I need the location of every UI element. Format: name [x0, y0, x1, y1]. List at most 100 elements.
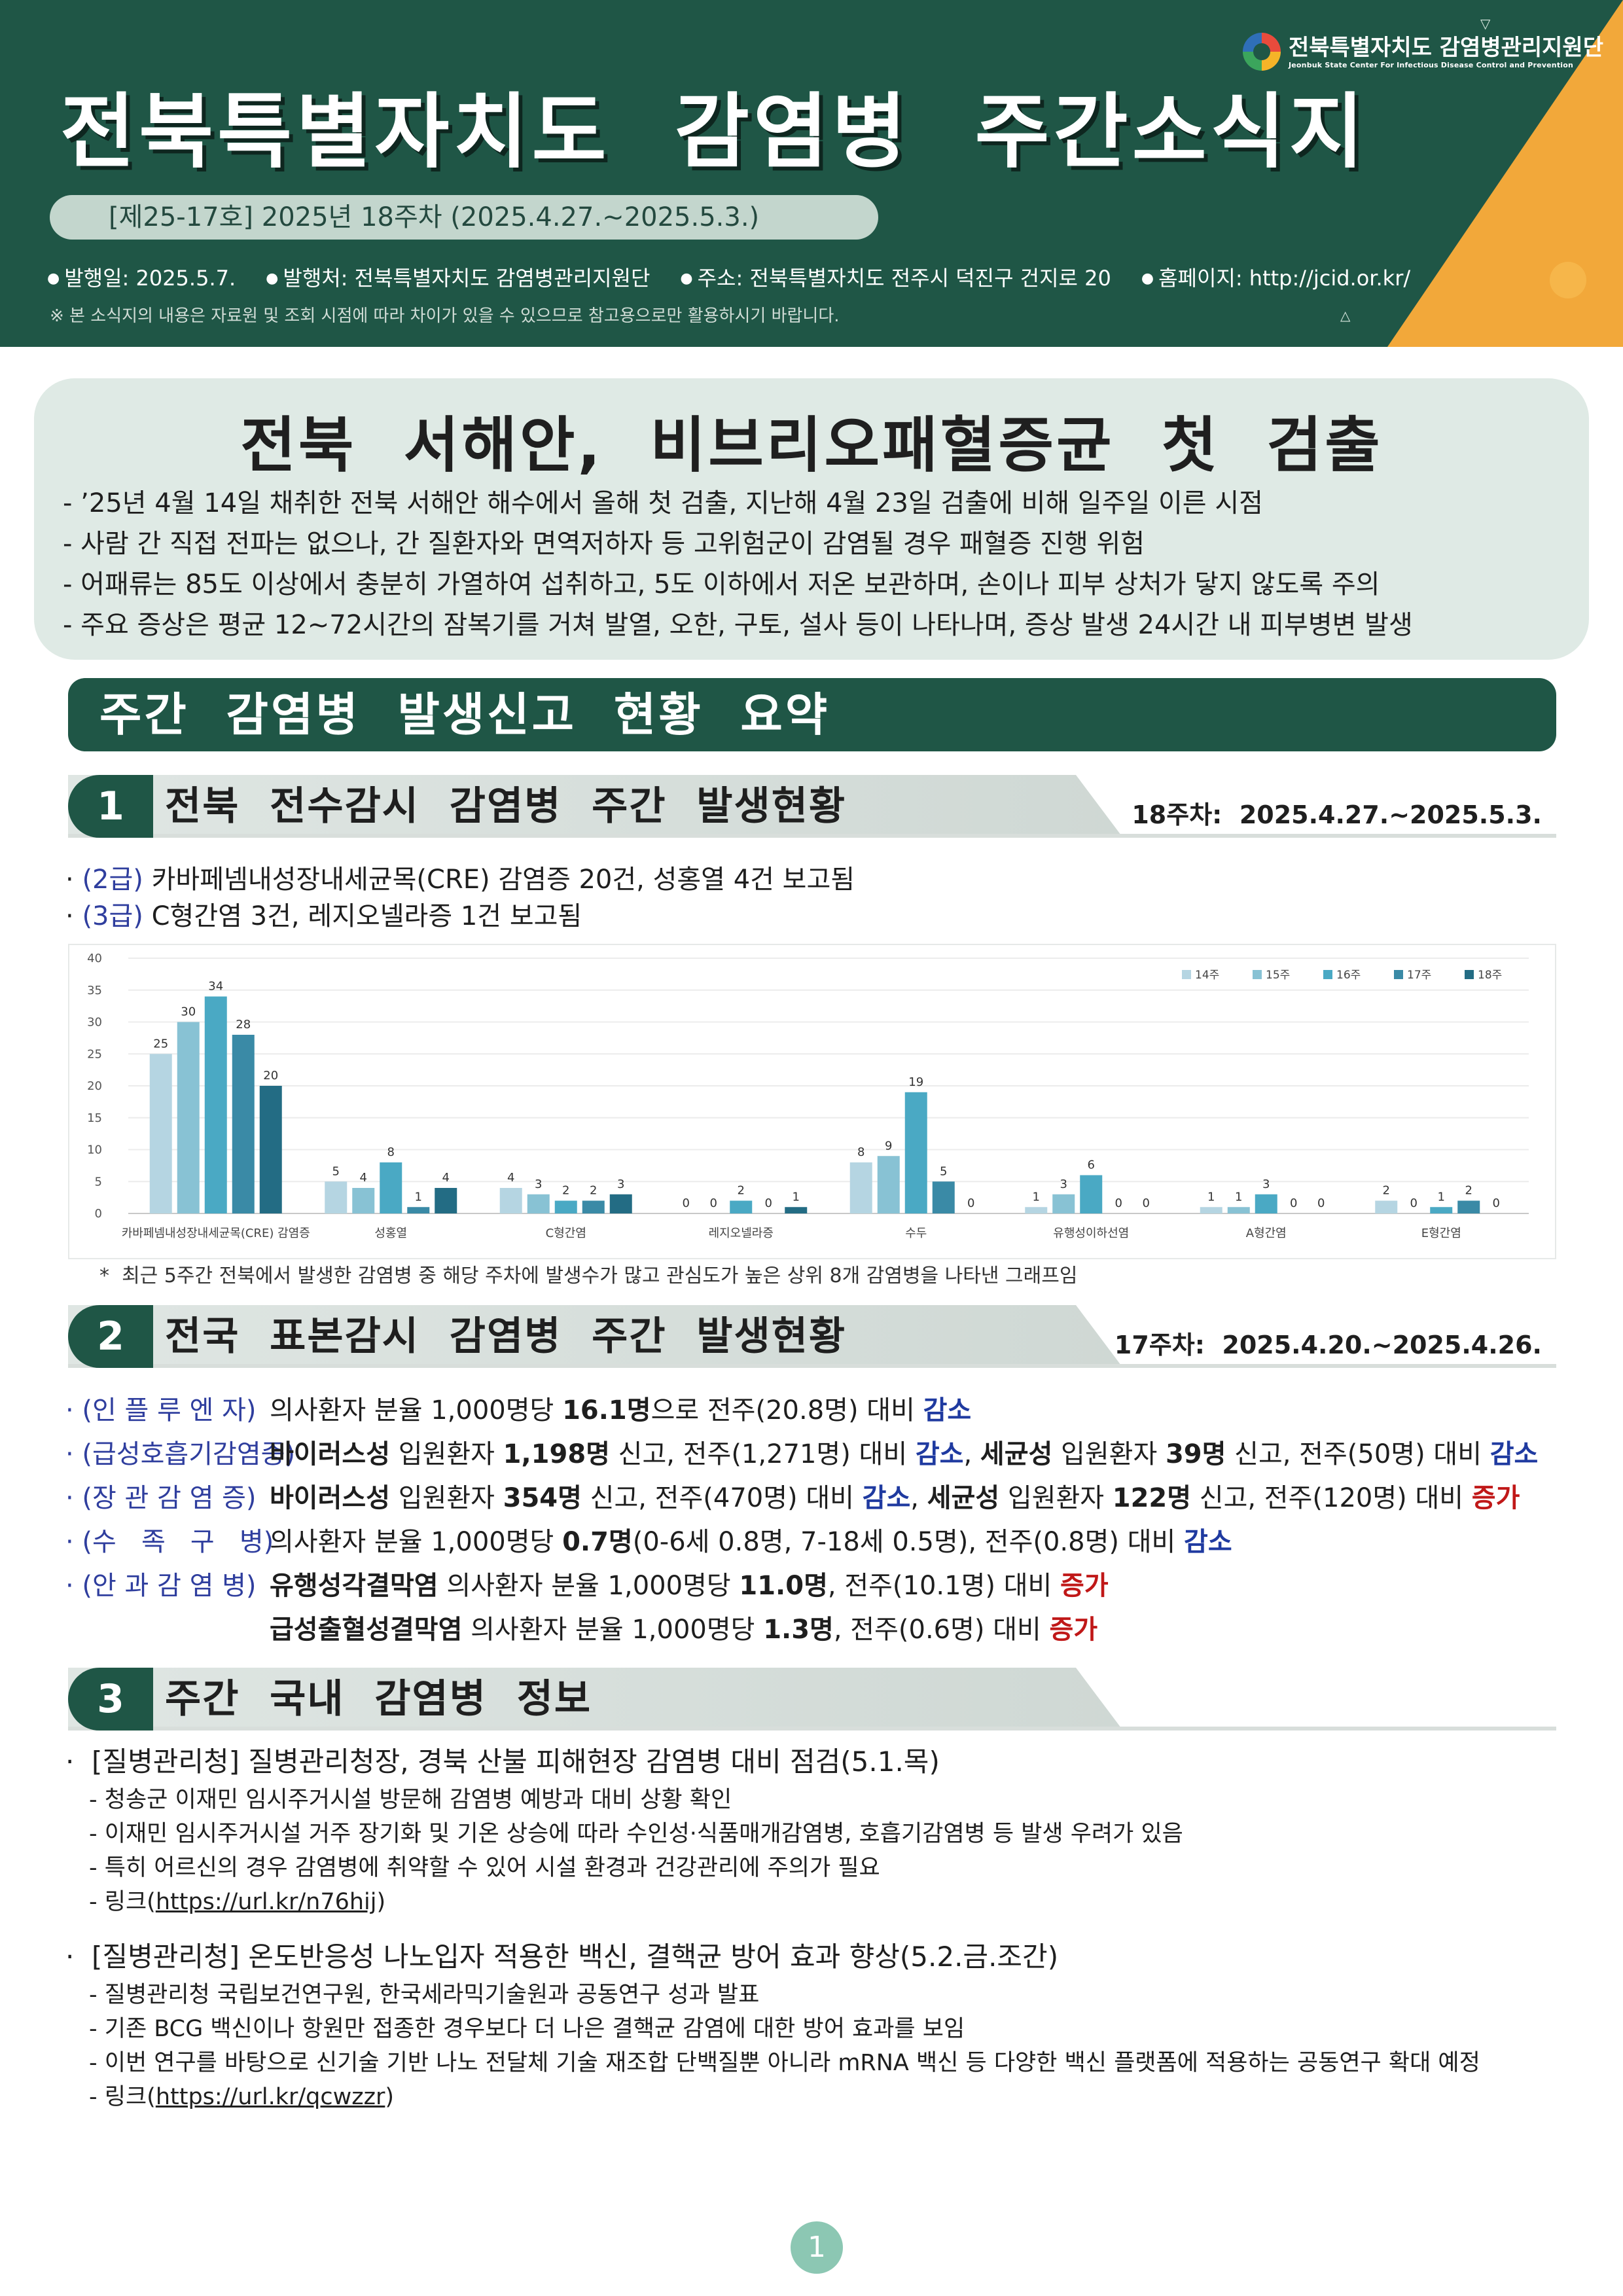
text-segment: 신고, 전주(50명) 대비	[1226, 1439, 1490, 1469]
text-segment: 세균성	[980, 1439, 1053, 1469]
bar	[932, 1181, 955, 1213]
news-detail: - 질병관리청 국립보건연구원, 한국세라믹기술원과 공동연구 성과 발표	[89, 1982, 760, 2008]
news-title: · [질병관리청] 질병관리청장, 경북 산불 피해현장 감염병 대비 점검(5…	[65, 1746, 940, 1778]
legend-swatch	[1182, 970, 1191, 979]
data-label: 6	[1088, 1158, 1095, 1172]
data-label: 1	[415, 1190, 422, 1204]
data-label: 2	[1465, 1184, 1472, 1198]
text-segment: (0-6세 0.8명, 7-18세 0.5명), 전주(0.8명) 대비	[632, 1527, 1185, 1557]
data-label: 8	[387, 1145, 395, 1159]
surveillance-text: 바이러스성 입원환자 354명 신고, 전주(470명) 대비 감소, 세균성 …	[270, 1477, 1520, 1520]
section-week-range: 17주차: 2025.4.20.~2025.4.26.	[1114, 1331, 1542, 1359]
y-tick-label: 10	[87, 1143, 102, 1157]
y-tick-label: 20	[87, 1079, 102, 1093]
y-tick-label: 5	[95, 1175, 102, 1189]
summary-section-banner: 주간 감염병 발생신고 현황 요약	[68, 678, 1556, 751]
bar	[609, 1194, 632, 1213]
logo-icon	[1242, 33, 1281, 71]
data-label: 0	[967, 1196, 974, 1210]
x-category-label: 수두	[905, 1227, 927, 1240]
bar	[380, 1162, 402, 1213]
data-label: 0	[710, 1196, 717, 1210]
bar	[785, 1207, 808, 1213]
bar	[232, 1035, 255, 1213]
surveillance-text: 의사환자 분율 1,000명당 16.1명으로 전주(20.8명) 대비 감소	[270, 1389, 971, 1433]
data-label: 9	[885, 1139, 892, 1153]
data-label: 3	[535, 1177, 542, 1191]
y-tick-label: 30	[87, 1016, 102, 1030]
bar	[149, 1054, 172, 1213]
data-label: 25	[153, 1037, 168, 1050]
disclaimer-notice: ※ 본 소식지의 내용은 자료원 및 조회 시점에 따라 차이가 있을 수 있으…	[50, 306, 840, 326]
triangle-decoration: ▽	[1480, 16, 1491, 31]
x-category-label: 카바페넴내성장내세균목(CRE) 감염증	[122, 1227, 310, 1240]
bar	[877, 1156, 900, 1213]
section-title: 주간 국내 감염병 정보	[165, 1676, 592, 1722]
legend-swatch	[1323, 970, 1332, 979]
news-detail: - 특히 어르신의 경우 감염병에 취약할 수 있어 시설 환경과 건강관리에 …	[89, 1855, 880, 1881]
bullet-text: C형간염 3건, 레지오넬라증 1건 보고됨	[143, 901, 582, 931]
legend-label: 15주	[1266, 969, 1290, 982]
bar	[259, 1086, 282, 1213]
text-segment: 입원환자	[999, 1483, 1113, 1513]
x-category-label: E형간염	[1421, 1227, 1461, 1240]
data-label: 2	[562, 1184, 569, 1198]
bar	[435, 1188, 457, 1213]
link-prefix: - 링크(	[89, 1889, 156, 1915]
data-label: 8	[857, 1145, 865, 1159]
grade-label: (2급)	[82, 865, 143, 895]
text-segment: 입원환자	[390, 1483, 503, 1513]
news-detail: - 기존 BCG 백신이나 항원만 접종한 경우보다 더 나은 결핵균 감염에 …	[89, 2016, 965, 2042]
text-segment: 유행성각결막염	[270, 1571, 438, 1601]
surveillance-text: 의사환자 분율 1,000명당 0.7명(0-6세 0.8명, 7-18세 0.…	[270, 1520, 1232, 1564]
bar	[177, 1022, 200, 1213]
news-detail: - 청송군 이재민 임시주거시설 방문해 감염병 예방과 대비 상황 확인	[89, 1787, 732, 1813]
bar	[1255, 1194, 1277, 1213]
text-segment: 신고, 전주(120명) 대비	[1191, 1483, 1472, 1513]
bar	[499, 1188, 522, 1213]
bar	[554, 1200, 577, 1213]
bar	[1080, 1175, 1103, 1213]
data-label: 2	[738, 1184, 745, 1198]
orange-dot-decoration	[1550, 262, 1586, 298]
text-segment: 1,198명	[503, 1439, 610, 1469]
disease-category: · (수 족 구 병)	[65, 1527, 274, 1557]
bar	[352, 1188, 375, 1213]
logo-korean-name: 전북특별자치도 감염병관리지원단	[1288, 34, 1603, 61]
organization-logo: 전북특별자치도 감염병관리지원단 Jeonbuk State Center Fo…	[1242, 33, 1603, 71]
text-segment: 0.7명	[562, 1527, 633, 1557]
text-segment: 의사환자 분율 1,000명당	[462, 1615, 764, 1645]
news-link[interactable]: https://url.kr/n76hij	[155, 1889, 377, 1915]
legend-swatch	[1253, 970, 1262, 979]
bullet-item: · (2급) 카바페넴내성장내세균목(CRE) 감염증 20건, 성홍열 4건 …	[65, 865, 855, 895]
x-category-label: 레지오넬라증	[709, 1227, 774, 1240]
text-segment: , 전주(0.6명) 대비	[833, 1615, 1050, 1645]
news-link[interactable]: https://url.kr/qcwzzr	[155, 2084, 385, 2110]
text-segment: 의사환자 분율 1,000명당	[438, 1571, 740, 1601]
text-segment: 신고, 전주(1,271명) 대비	[609, 1439, 916, 1469]
homepage-link[interactable]: 홈페이지: http://jcid.or.kr/	[1141, 262, 1410, 292]
data-label: 5	[332, 1164, 340, 1178]
bar	[582, 1200, 605, 1213]
data-label: 3	[617, 1177, 624, 1191]
text-segment: 입원환자	[390, 1439, 503, 1469]
data-label: 1	[1235, 1190, 1242, 1204]
decrease-label: 감소	[923, 1395, 972, 1426]
section-1-header: 1 전북 전수감시 감염병 주간 발생현황 18주차: 2025.4.27.~2…	[68, 775, 1556, 838]
increase-label: 증가	[1060, 1571, 1109, 1601]
legend-label: 14주	[1195, 969, 1219, 982]
text-segment: ,	[963, 1439, 980, 1469]
bar	[1430, 1207, 1453, 1213]
headline-title: 전북 서해안, 비브리오패혈증균 첫 검출	[240, 410, 1383, 480]
y-tick-label: 25	[87, 1047, 102, 1061]
news-item-2: · [질병관리청] 온도반응성 나노입자 적용한 백신, 결핵균 방어 효과 향…	[65, 1936, 1480, 2114]
text-segment: 급성출혈성결막염	[270, 1615, 463, 1645]
data-label: 0	[1493, 1196, 1500, 1210]
text-segment: 세균성	[927, 1483, 1000, 1513]
chart-footnote: * 최근 5주간 전북에서 발생한 감염병 중 해당 주차에 발생수가 많고 관…	[99, 1265, 1078, 1287]
data-label: 1	[793, 1190, 800, 1204]
data-label: 1	[1207, 1190, 1215, 1204]
link-suffix: )	[376, 1889, 386, 1915]
decrease-label: 감소	[1184, 1527, 1232, 1557]
news-title: · [질병관리청] 온도반응성 나노입자 적용한 백신, 결핵균 방어 효과 향…	[65, 1941, 1059, 1973]
